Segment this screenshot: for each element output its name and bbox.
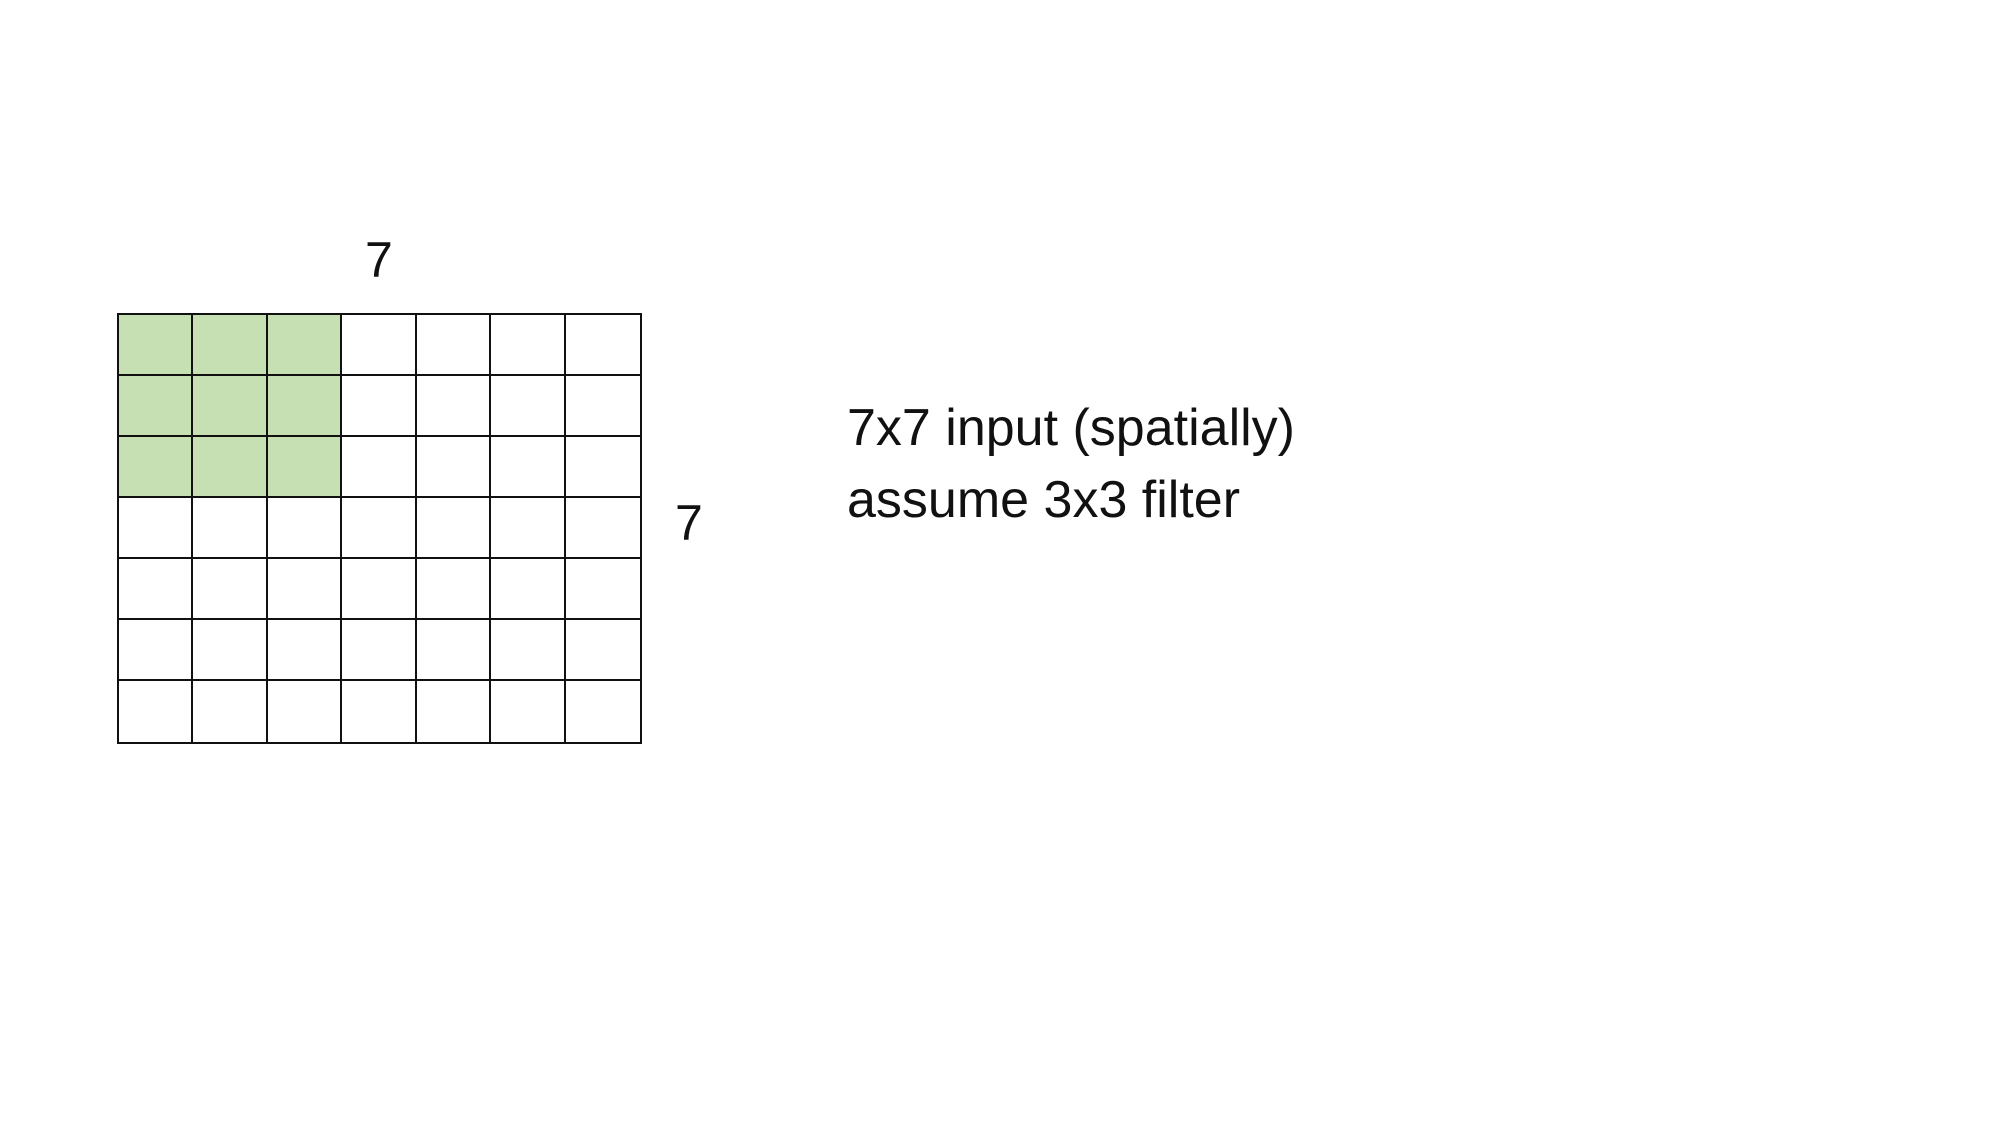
filter-cell	[267, 437, 343, 498]
filter-cell	[193, 315, 268, 376]
grid-cell	[491, 437, 566, 498]
grid-cell	[193, 620, 268, 681]
grid-cell	[267, 498, 343, 559]
input-grid	[117, 313, 642, 744]
grid-cell	[416, 681, 492, 742]
grid-cell	[565, 437, 640, 498]
grid-cell	[119, 559, 194, 620]
grid-cell	[416, 620, 492, 681]
grid-cell	[342, 315, 417, 376]
grid-cell	[416, 376, 492, 437]
grid-cell	[193, 559, 268, 620]
grid-cell	[416, 315, 492, 376]
grid-cell	[267, 620, 343, 681]
grid-cell	[491, 315, 566, 376]
filter-cell	[119, 315, 194, 376]
grid-cell	[491, 376, 566, 437]
grid-cell	[119, 620, 194, 681]
filter-cell	[193, 437, 268, 498]
grid-cell	[491, 559, 566, 620]
filter-cell	[267, 315, 343, 376]
grid-cell	[565, 498, 640, 559]
caption-line-filter: assume 3x3 filter	[847, 471, 1241, 529]
filter-cell	[193, 376, 268, 437]
filter-cell	[119, 437, 194, 498]
grid-cell	[491, 498, 566, 559]
grid-cell	[491, 620, 566, 681]
caption: 7x7 input (spatially) assume 3x3 filter	[847, 392, 1295, 536]
caption-line-input: 7x7 input (spatially)	[847, 399, 1295, 457]
grid-cell	[416, 498, 492, 559]
filter-cell	[267, 376, 343, 437]
grid-cell	[193, 498, 268, 559]
grid-cell	[119, 498, 194, 559]
grid-cell	[267, 681, 343, 742]
grid-cell	[342, 376, 417, 437]
grid-cell	[565, 559, 640, 620]
grid-cell	[416, 559, 492, 620]
grid-cell	[267, 559, 343, 620]
grid-cell	[193, 681, 268, 742]
grid-cell	[342, 437, 417, 498]
grid-cell	[565, 620, 640, 681]
filter-cell	[119, 376, 194, 437]
grid-cell	[342, 681, 417, 742]
grid-cell	[565, 681, 640, 742]
grid-cell	[119, 681, 194, 742]
grid-cell	[491, 681, 566, 742]
grid-cell	[565, 315, 640, 376]
grid-width-label: 7	[365, 232, 393, 288]
grid-cell	[342, 498, 417, 559]
grid-cell	[342, 559, 417, 620]
grid-cell	[342, 620, 417, 681]
grid-height-label: 7	[675, 495, 703, 551]
grid-cell	[416, 437, 492, 498]
grid-cell	[565, 376, 640, 437]
